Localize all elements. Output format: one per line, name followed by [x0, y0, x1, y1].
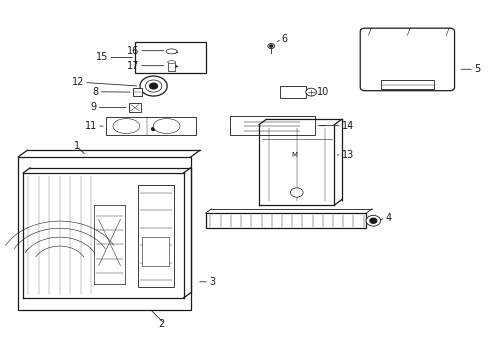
Ellipse shape	[153, 118, 180, 134]
Text: 11: 11	[85, 121, 97, 131]
Bar	[279, 86, 305, 98]
Bar	[142, 237, 169, 266]
Text: 1: 1	[74, 141, 80, 152]
Text: 10: 10	[317, 87, 329, 97]
Text: 3: 3	[208, 277, 215, 287]
Bar	[137, 185, 174, 287]
Polygon shape	[229, 116, 314, 135]
Text: 12: 12	[72, 77, 84, 87]
Text: 17: 17	[126, 61, 139, 71]
Bar	[132, 88, 142, 96]
Text: 2: 2	[158, 319, 164, 329]
Circle shape	[149, 83, 157, 89]
Bar	[167, 62, 175, 71]
Circle shape	[140, 76, 167, 96]
Text: 13: 13	[341, 150, 353, 160]
Circle shape	[269, 45, 272, 47]
Text: M: M	[291, 152, 297, 158]
Circle shape	[369, 218, 376, 223]
Ellipse shape	[113, 118, 140, 134]
Text: 9: 9	[90, 103, 97, 112]
FancyBboxPatch shape	[360, 28, 454, 91]
Circle shape	[290, 188, 303, 197]
Text: 5: 5	[473, 64, 479, 74]
Circle shape	[366, 215, 380, 226]
Circle shape	[145, 80, 162, 92]
Text: 15: 15	[96, 53, 108, 63]
Bar	[128, 103, 141, 112]
Ellipse shape	[166, 49, 177, 54]
Ellipse shape	[167, 61, 175, 64]
Text: 6: 6	[281, 33, 287, 44]
Text: 8: 8	[92, 87, 99, 97]
Bar	[380, 80, 433, 89]
Circle shape	[151, 127, 155, 130]
Text: 7: 7	[117, 124, 122, 134]
Circle shape	[305, 88, 316, 96]
Circle shape	[267, 44, 274, 49]
Text: 14: 14	[341, 121, 353, 131]
Bar	[19, 157, 191, 310]
Text: 16: 16	[126, 46, 139, 56]
Text: 4: 4	[385, 213, 391, 223]
Bar	[106, 117, 196, 135]
Bar	[205, 213, 366, 228]
Circle shape	[149, 126, 158, 132]
Bar	[135, 42, 205, 73]
